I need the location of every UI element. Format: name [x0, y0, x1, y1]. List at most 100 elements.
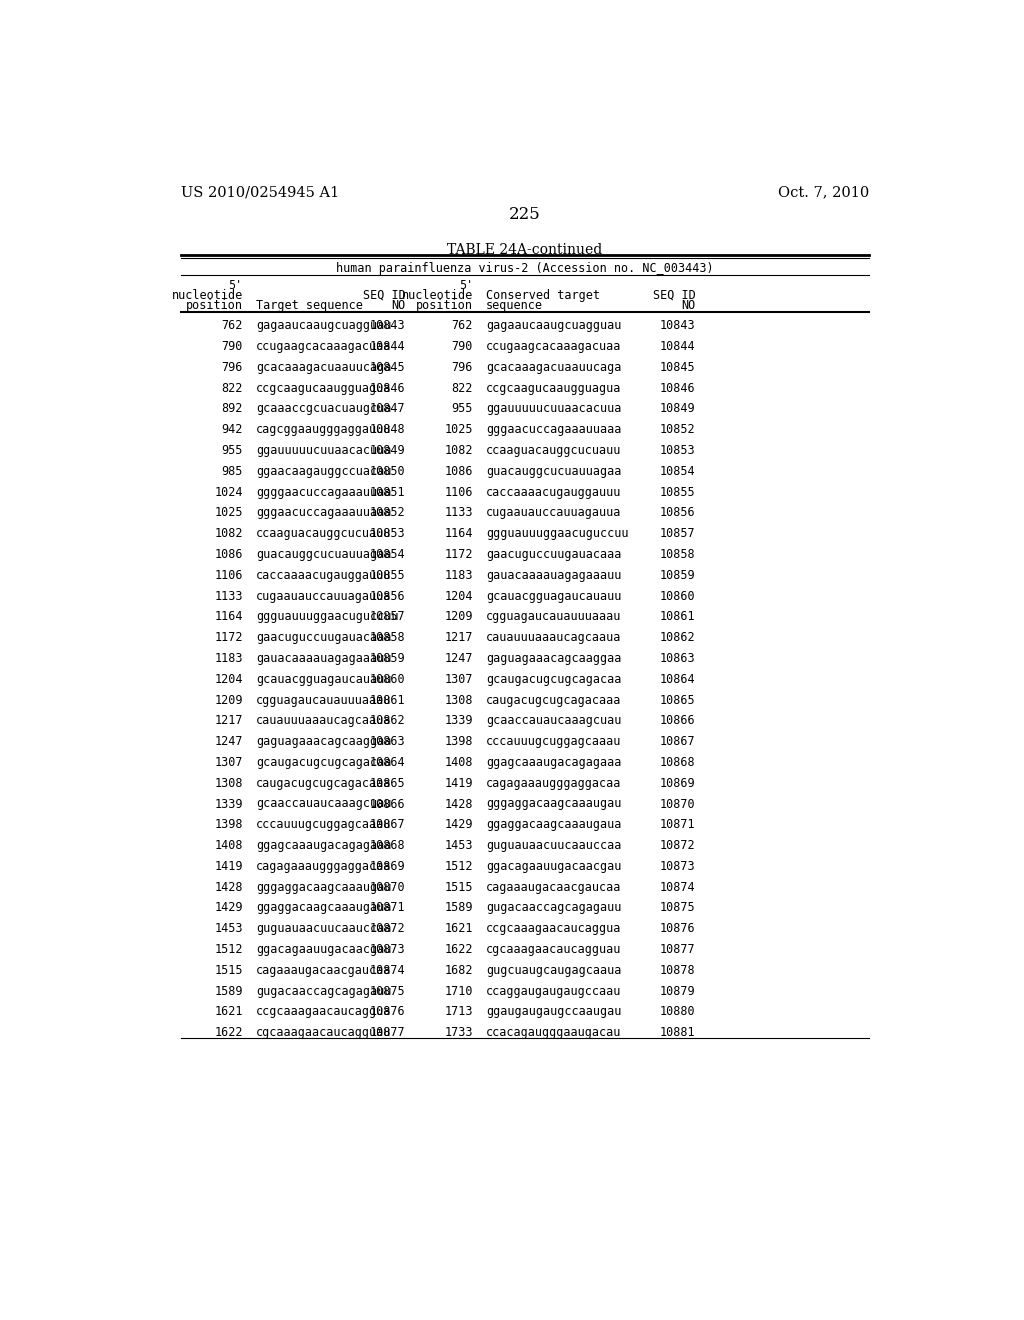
Text: 10853: 10853: [370, 527, 406, 540]
Text: ggggaacuccagaaauuaa: ggggaacuccagaaauuaa: [256, 486, 391, 499]
Text: ccgcaagucaaugguagua: ccgcaagucaaugguagua: [486, 381, 622, 395]
Text: 10845: 10845: [370, 360, 406, 374]
Text: 10874: 10874: [370, 964, 406, 977]
Text: gcauacgguagaucauauu: gcauacgguagaucauauu: [256, 673, 391, 686]
Text: ggauuuuucuuaacacuua: ggauuuuucuuaacacuua: [486, 403, 622, 416]
Text: ggaugaugaugccaaugau: ggaugaugaugccaaugau: [486, 1006, 622, 1019]
Text: 892: 892: [221, 403, 243, 416]
Text: 1217: 1217: [444, 631, 473, 644]
Text: 1428: 1428: [444, 797, 473, 810]
Text: 1086: 1086: [444, 465, 473, 478]
Text: cugaauauccauuagauua: cugaauauccauuagauua: [256, 590, 391, 603]
Text: 10862: 10862: [370, 714, 406, 727]
Text: 1339: 1339: [214, 797, 243, 810]
Text: gcaugacugcugcagacaa: gcaugacugcugcagacaa: [486, 673, 622, 686]
Text: ggagcaaaugacagagaaa: ggagcaaaugacagagaaa: [256, 840, 391, 853]
Text: SEQ ID: SEQ ID: [362, 289, 406, 301]
Text: NO: NO: [391, 298, 406, 312]
Text: 1515: 1515: [444, 880, 473, 894]
Text: 10851: 10851: [370, 486, 406, 499]
Text: 1419: 1419: [214, 859, 243, 873]
Text: 1419: 1419: [444, 776, 473, 789]
Text: 10874: 10874: [659, 880, 695, 894]
Text: 1204: 1204: [214, 673, 243, 686]
Text: 1622: 1622: [214, 1026, 243, 1039]
Text: cagagaaaugggaggacaa: cagagaaaugggaggacaa: [256, 859, 391, 873]
Text: human parainfluenza virus-2 (Accession no. NC_003443): human parainfluenza virus-2 (Accession n…: [336, 261, 714, 275]
Text: 790: 790: [221, 341, 243, 354]
Text: 10860: 10860: [370, 673, 406, 686]
Text: gagaaucaaugcuagguau: gagaaucaaugcuagguau: [486, 319, 622, 333]
Text: 10860: 10860: [659, 590, 695, 603]
Text: 10880: 10880: [659, 1006, 695, 1019]
Text: gaacuguccuugauacaaa: gaacuguccuugauacaaa: [486, 548, 622, 561]
Text: gugacaaccagcagagauu: gugacaaccagcagagauu: [486, 902, 622, 915]
Text: 10875: 10875: [370, 985, 406, 998]
Text: 1307: 1307: [444, 673, 473, 686]
Text: 985: 985: [221, 465, 243, 478]
Text: US 2010/0254945 A1: US 2010/0254945 A1: [180, 185, 339, 199]
Text: 1398: 1398: [214, 818, 243, 832]
Text: 10881: 10881: [659, 1026, 695, 1039]
Text: 1172: 1172: [214, 631, 243, 644]
Text: 10843: 10843: [659, 319, 695, 333]
Text: ccgcaaagaacaucaggua: ccgcaaagaacaucaggua: [256, 1006, 391, 1019]
Text: gggaggacaagcaaaugau: gggaggacaagcaaaugau: [256, 880, 391, 894]
Text: 1247: 1247: [444, 652, 473, 665]
Text: 1621: 1621: [444, 923, 473, 936]
Text: cauauuuaaaucagcaaua: cauauuuaaaucagcaaua: [256, 714, 391, 727]
Text: caugacugcugcagacaaa: caugacugcugcagacaaa: [256, 776, 391, 789]
Text: 1082: 1082: [214, 527, 243, 540]
Text: ggacagaauugacaacgau: ggacagaauugacaacgau: [256, 942, 391, 956]
Text: 10846: 10846: [370, 381, 406, 395]
Text: cagaaaugacaacgaucaa: cagaaaugacaacgaucaa: [486, 880, 622, 894]
Text: gugacaaccagcagagauu: gugacaaccagcagagauu: [256, 985, 391, 998]
Text: cccauuugcuggagcaaau: cccauuugcuggagcaaau: [486, 735, 622, 748]
Text: gcacaaagacuaauucaga: gcacaaagacuaauucaga: [256, 360, 391, 374]
Text: 1106: 1106: [214, 569, 243, 582]
Text: 1710: 1710: [444, 985, 473, 998]
Text: 10858: 10858: [659, 548, 695, 561]
Text: 10846: 10846: [659, 381, 695, 395]
Text: 10861: 10861: [659, 610, 695, 623]
Text: 1209: 1209: [444, 610, 473, 623]
Text: 10864: 10864: [659, 673, 695, 686]
Text: 1183: 1183: [214, 652, 243, 665]
Text: 1512: 1512: [214, 942, 243, 956]
Text: 10847: 10847: [370, 403, 406, 416]
Text: 1589: 1589: [444, 902, 473, 915]
Text: 1398: 1398: [444, 735, 473, 748]
Text: gggaacuccagaaauuaaa: gggaacuccagaaauuaaa: [256, 507, 391, 520]
Text: 10868: 10868: [370, 840, 406, 853]
Text: gauacaaaauagagaaauu: gauacaaaauagagaaauu: [486, 569, 622, 582]
Text: 10843: 10843: [370, 319, 406, 333]
Text: 1204: 1204: [444, 590, 473, 603]
Text: 10869: 10869: [370, 859, 406, 873]
Text: 10869: 10869: [659, 776, 695, 789]
Text: ccugaagcacaaagacuaa: ccugaagcacaaagacuaa: [486, 341, 622, 354]
Text: cagaaaugacaacgaucaa: cagaaaugacaacgaucaa: [256, 964, 391, 977]
Text: gggaggacaagcaaaugau: gggaggacaagcaaaugau: [486, 797, 622, 810]
Text: 10868: 10868: [659, 756, 695, 770]
Text: 10877: 10877: [659, 942, 695, 956]
Text: 1408: 1408: [214, 840, 243, 853]
Text: 10863: 10863: [659, 652, 695, 665]
Text: ccaggaugaugaugccaau: ccaggaugaugaugccaau: [486, 985, 622, 998]
Text: 1307: 1307: [214, 756, 243, 770]
Text: TABLE 24A-continued: TABLE 24A-continued: [447, 243, 602, 257]
Text: 10866: 10866: [370, 797, 406, 810]
Text: 10857: 10857: [370, 610, 406, 623]
Text: 10861: 10861: [370, 693, 406, 706]
Text: 10853: 10853: [659, 444, 695, 457]
Text: cgcaaagaacaucagguau: cgcaaagaacaucagguau: [256, 1026, 391, 1039]
Text: 10872: 10872: [659, 840, 695, 853]
Text: 10844: 10844: [659, 341, 695, 354]
Text: guacauggcucuauuagaa: guacauggcucuauuagaa: [486, 465, 622, 478]
Text: 1713: 1713: [444, 1006, 473, 1019]
Text: gcaaaccgcuacuaugcua: gcaaaccgcuacuaugcua: [256, 403, 391, 416]
Text: position: position: [416, 298, 473, 312]
Text: cgcaaagaacaucagguau: cgcaaagaacaucagguau: [486, 942, 622, 956]
Text: 10857: 10857: [659, 527, 695, 540]
Text: ggaacaagauggccuacau: ggaacaagauggccuacau: [256, 465, 391, 478]
Text: ggagcaaaugacagagaaa: ggagcaaaugacagagaaa: [486, 756, 622, 770]
